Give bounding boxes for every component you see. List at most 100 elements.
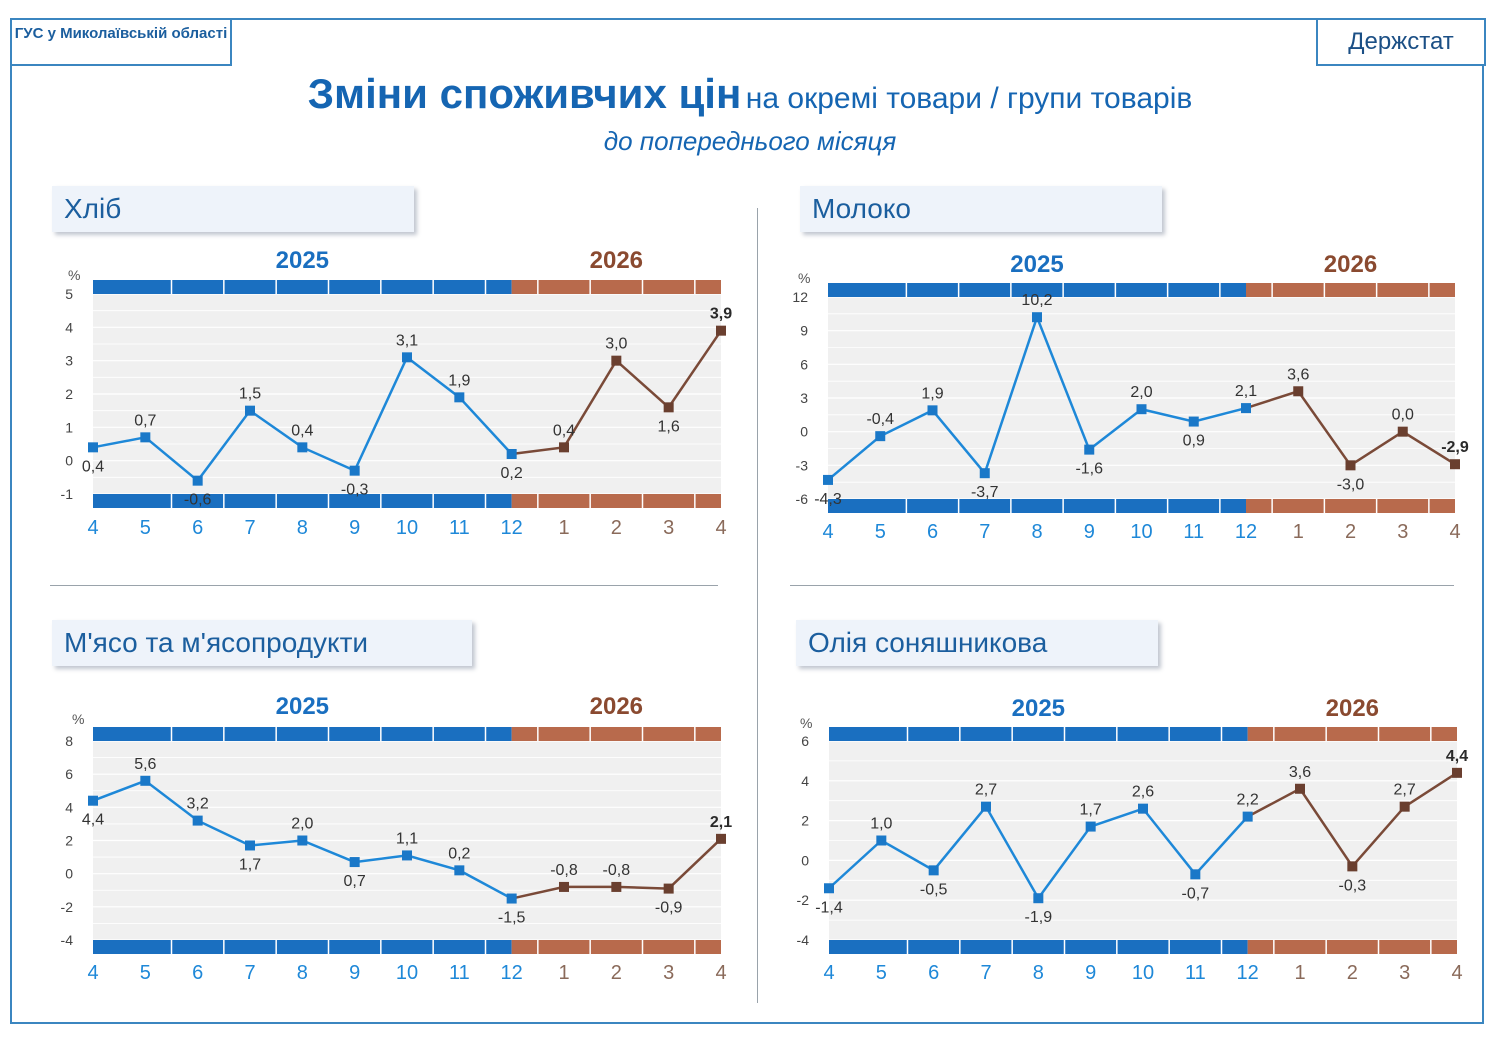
year-bar-2025 bbox=[828, 499, 1246, 513]
data-point bbox=[875, 431, 886, 442]
y-tick-label: 6 bbox=[65, 766, 73, 782]
x-tick-label: 1 bbox=[1294, 962, 1305, 984]
title-main: Зміни споживчих цін bbox=[307, 70, 742, 117]
panel-title-milk: Молоко bbox=[800, 186, 1162, 232]
data-label: 0,2 bbox=[501, 465, 523, 482]
data-point bbox=[1190, 869, 1201, 880]
page-subtitle: до попереднього місяця bbox=[603, 126, 897, 156]
y-tick-label: 2 bbox=[65, 386, 73, 402]
y-tick-label: 2 bbox=[65, 833, 73, 849]
data-point bbox=[140, 432, 151, 443]
data-point bbox=[402, 352, 412, 363]
data-point bbox=[1188, 416, 1199, 427]
x-tick-label: 11 bbox=[1183, 521, 1204, 543]
y-tick-label: 4 bbox=[65, 319, 73, 335]
data-point bbox=[928, 865, 939, 876]
data-point bbox=[245, 840, 255, 851]
data-point bbox=[927, 405, 938, 416]
x-tick-label: 6 bbox=[192, 517, 203, 539]
data-point bbox=[1138, 803, 1148, 814]
data-point bbox=[1397, 426, 1408, 437]
data-label: -0,3 bbox=[1339, 877, 1367, 894]
data-point bbox=[876, 835, 887, 846]
x-tick-label: 11 bbox=[449, 962, 470, 984]
data-label: 1,9 bbox=[921, 385, 943, 402]
panel-title-meat: М'ясо та м'ясопродукти bbox=[52, 620, 472, 666]
x-tick-label: 3 bbox=[1399, 962, 1410, 984]
data-point bbox=[454, 865, 465, 876]
x-tick-label: 4 bbox=[715, 962, 726, 984]
data-label: 5,6 bbox=[134, 756, 156, 773]
title-rest: на окремі товари / групи товарів bbox=[745, 82, 1193, 115]
data-point bbox=[1399, 801, 1410, 812]
data-label: -4,3 bbox=[814, 491, 842, 508]
data-label: -0,3 bbox=[341, 482, 369, 499]
data-point bbox=[1347, 861, 1358, 872]
data-point bbox=[1241, 403, 1251, 414]
year-label-2026: 2026 bbox=[1324, 251, 1377, 278]
data-label: 2,6 bbox=[1132, 784, 1154, 801]
data-label: -1,6 bbox=[1075, 461, 1103, 478]
data-label: 3,1 bbox=[396, 332, 418, 349]
x-tick-label: 5 bbox=[140, 517, 151, 539]
x-tick-label: 12 bbox=[501, 962, 523, 984]
data-label: 2,7 bbox=[975, 782, 997, 799]
data-point bbox=[1136, 404, 1147, 415]
data-point bbox=[402, 850, 412, 861]
panel-title-bread: Хліб bbox=[52, 186, 414, 232]
data-point bbox=[506, 449, 517, 459]
data-point bbox=[716, 833, 726, 844]
x-tick-label: 6 bbox=[928, 962, 939, 984]
data-point bbox=[88, 442, 98, 453]
data-point bbox=[349, 465, 360, 476]
data-label: 1,0 bbox=[870, 816, 892, 833]
data-label: 3,9 bbox=[710, 306, 732, 323]
y-tick-label: -3 bbox=[796, 457, 809, 473]
y-tick-label: 6 bbox=[801, 733, 809, 749]
data-point bbox=[1085, 821, 1096, 832]
y-tick-label: 8 bbox=[65, 733, 73, 749]
x-tick-label: 4 bbox=[715, 517, 726, 539]
data-label: 0,7 bbox=[344, 873, 366, 890]
y-tick-label: 4 bbox=[801, 773, 809, 789]
page-frame bbox=[10, 18, 1484, 1024]
data-point bbox=[823, 474, 833, 485]
y-unit-label: % bbox=[68, 267, 80, 283]
year-bar-2025 bbox=[829, 727, 1248, 741]
y-unit-label: % bbox=[72, 711, 84, 727]
data-label: 0,4 bbox=[553, 422, 575, 439]
y-tick-label: 6 bbox=[800, 356, 808, 372]
year-bar-2025 bbox=[93, 280, 512, 294]
x-tick-label: 5 bbox=[876, 962, 887, 984]
y-tick-label: 0 bbox=[65, 866, 73, 882]
data-label: 0,4 bbox=[291, 422, 313, 439]
y-tick-label: 12 bbox=[792, 289, 808, 305]
year-bar-2026 bbox=[1246, 499, 1455, 513]
data-label: 1,7 bbox=[239, 856, 261, 873]
data-point bbox=[1032, 312, 1042, 323]
x-tick-label: 7 bbox=[244, 962, 255, 984]
data-label: -1,5 bbox=[498, 910, 526, 927]
data-point bbox=[559, 442, 569, 453]
x-tick-label: 9 bbox=[349, 517, 360, 539]
x-tick-label: 2 bbox=[611, 517, 622, 539]
year-bar-2026 bbox=[511, 280, 721, 294]
y-tick-label: 3 bbox=[65, 353, 73, 369]
x-tick-label: 5 bbox=[140, 962, 151, 984]
data-label: -0,8 bbox=[603, 862, 631, 879]
data-point bbox=[245, 405, 255, 416]
data-label: 0,4 bbox=[82, 458, 104, 475]
data-label: 2,1 bbox=[710, 814, 732, 831]
data-point bbox=[297, 442, 308, 453]
data-label: 3,6 bbox=[1287, 366, 1309, 383]
data-point bbox=[1293, 386, 1304, 397]
vertical-divider bbox=[757, 208, 758, 1003]
year-bar-2026 bbox=[1247, 727, 1457, 741]
year-label-2026: 2026 bbox=[1326, 695, 1379, 722]
data-label: -0,8 bbox=[550, 862, 578, 879]
y-tick-label: 2 bbox=[801, 813, 809, 829]
data-label: -3,0 bbox=[1337, 476, 1365, 493]
